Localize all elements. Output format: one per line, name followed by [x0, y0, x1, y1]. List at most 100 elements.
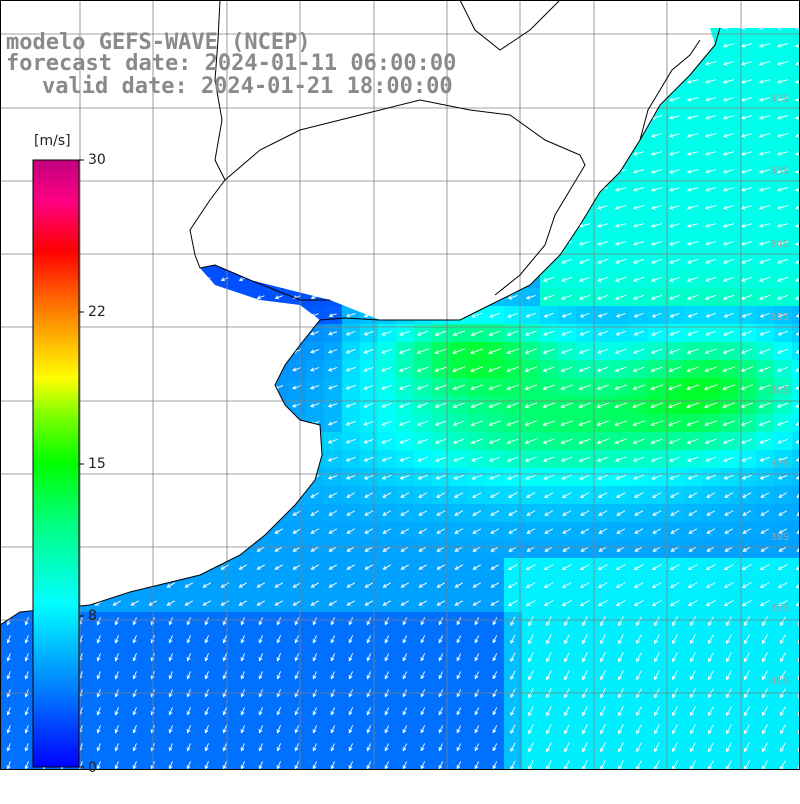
wind-arrow [688, 510, 698, 516]
wind-speed-cell [792, 28, 800, 37]
wind-arrow [435, 456, 447, 462]
wind-arrow-head [292, 565, 297, 570]
wind-arrow [724, 582, 734, 588]
wind-arrow-head [560, 386, 565, 391]
wind-arrow-head [310, 547, 315, 552]
wind-arrow-head [578, 458, 584, 462]
wind-arrow-head [578, 223, 584, 228]
wind-arrow-head [704, 187, 710, 192]
wind-arrow [329, 313, 337, 317]
wind-arrow [561, 420, 573, 426]
wind-arrow [292, 546, 302, 552]
wind-arrow [525, 438, 537, 444]
wind-arrow [238, 564, 248, 570]
wind-arrow-head [795, 403, 800, 408]
wind-arrow-head [524, 331, 530, 336]
wind-arrow-head [454, 530, 459, 534]
wind-arrow [760, 564, 770, 570]
wind-arrow [489, 330, 501, 336]
wind-speed-cell [792, 324, 800, 343]
wind-arrow-head [759, 277, 764, 282]
wind-arrow [668, 402, 682, 408]
wind-arrow [507, 348, 519, 354]
wind-arrow [544, 564, 554, 570]
wind-arrow [723, 366, 735, 372]
wind-arrow-head [669, 277, 674, 282]
wind-arrow [562, 510, 572, 516]
wind-arrow [778, 582, 788, 588]
wind-arrow-head [506, 404, 511, 409]
wind-arrow [705, 348, 717, 354]
wind-arrow [382, 330, 392, 336]
wind-arrow [292, 528, 302, 534]
wind-arrow-head [723, 566, 729, 571]
wind-speed-cell [756, 756, 775, 770]
wind-arrow [544, 528, 554, 534]
wind-arrow-head [310, 565, 315, 570]
wind-arrow [669, 223, 681, 227]
wind-arrow-head [452, 332, 457, 336]
wind-arrow-head [470, 422, 476, 426]
wind-arrow-head [724, 547, 729, 552]
wind-arrow-head [722, 43, 728, 48]
wind-arrow-head [615, 475, 620, 480]
wind-arrow [722, 402, 736, 408]
wind-arrow-head [615, 313, 621, 318]
wind-arrow [257, 295, 265, 299]
wind-arrow [417, 348, 429, 354]
wind-arrow [544, 492, 554, 498]
wind-arrow [795, 205, 800, 209]
wind-arrow [795, 187, 800, 191]
wind-arrow-head [741, 313, 746, 318]
wind-arrow [562, 312, 572, 318]
wind-arrow-head [381, 385, 386, 390]
wind-arrow-head [399, 475, 404, 480]
wind-arrow [490, 546, 500, 552]
wind-arrow-head [364, 583, 369, 588]
wind-speed-cell [792, 576, 800, 595]
wind-arrow [615, 474, 627, 480]
wind-arrow [777, 79, 789, 83]
wind-arrow-head [506, 368, 511, 373]
wind-speed-cell [396, 756, 415, 770]
wind-speed-cell [414, 756, 433, 770]
wind-arrow [616, 546, 626, 552]
wind-arrow-head [776, 223, 782, 228]
wind-arrow [328, 331, 338, 335]
wind-arrow [724, 510, 734, 516]
wind-arrow [490, 564, 500, 570]
wind-arrow-head [722, 151, 728, 156]
wind-arrow-head [632, 386, 637, 391]
wind-arrow-head [309, 385, 315, 390]
wind-arrow [777, 61, 789, 65]
wind-arrow [760, 330, 770, 336]
wind-arrow-head [543, 494, 549, 498]
wind-arrow [274, 546, 284, 552]
wind-arrow-head [778, 512, 783, 516]
wind-arrow-head [598, 530, 603, 534]
wind-arrow [543, 294, 555, 300]
wind-arrow [759, 115, 771, 119]
wind-arrow-head [452, 350, 457, 355]
wind-arrow-head [274, 295, 280, 300]
wind-arrow-head [758, 61, 764, 66]
wind-arrow-head [418, 547, 423, 552]
wind-arrow-head [722, 368, 727, 373]
wind-arrow [616, 312, 626, 318]
wind-arrow [543, 348, 555, 354]
wind-arrow-head [436, 512, 441, 516]
wind-arrow [652, 312, 662, 318]
wind-arrow-head [722, 439, 728, 444]
wind-arrow-head [650, 440, 655, 444]
wind-arrow [741, 133, 753, 137]
wind-speed-cell [306, 756, 325, 770]
wind-arrow-head [579, 494, 585, 498]
wind-arrow-head [632, 404, 637, 409]
wind-arrow [580, 510, 590, 516]
wind-arrow [598, 312, 608, 318]
wind-arrow-head [777, 457, 782, 462]
wind-arrow-head [417, 439, 422, 444]
wind-arrow [526, 582, 536, 588]
wind-arrow-head [776, 43, 782, 48]
wind-speed-cell [684, 756, 703, 770]
